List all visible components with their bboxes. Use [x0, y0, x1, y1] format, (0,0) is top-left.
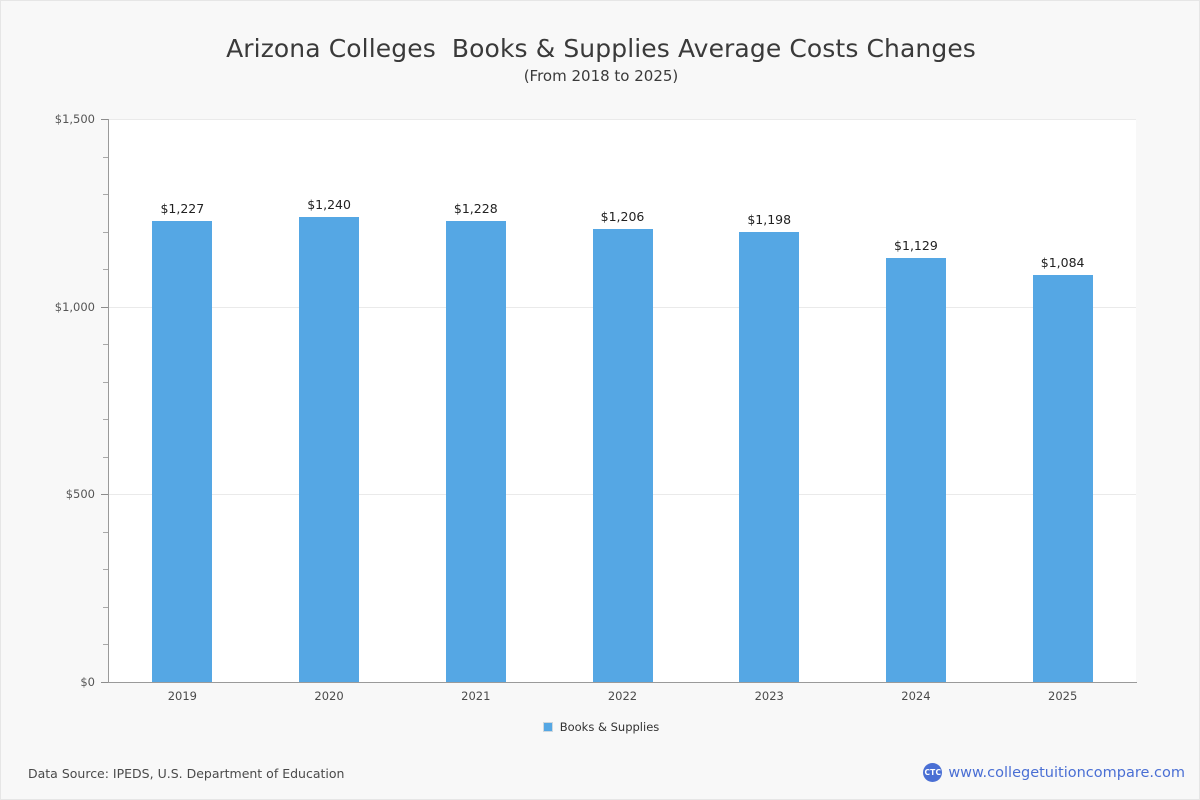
bar[interactable] — [592, 229, 653, 682]
y-axis-minor-tick — [103, 456, 108, 458]
x-axis-label: 2023 — [754, 689, 784, 703]
chart-legend: Books & Supplies — [1, 720, 1200, 734]
bar[interactable] — [739, 232, 800, 682]
bar[interactable] — [299, 216, 360, 682]
y-axis-label: $0 — [80, 675, 95, 689]
y-axis-line — [108, 119, 109, 683]
ctc-logo-icon: CTC — [923, 763, 943, 782]
y-axis-label: $500 — [65, 487, 95, 502]
x-axis-line — [108, 682, 1137, 683]
y-axis-minor-tick — [103, 419, 108, 421]
x-axis-label: 2025 — [1048, 689, 1078, 703]
bar-value-label: $1,084 — [1040, 255, 1085, 271]
legend-swatch-books-supplies — [542, 722, 553, 732]
x-axis-label: 2022 — [607, 689, 638, 703]
y-axis-minor-tick — [103, 156, 108, 158]
chart-title: Arizona Colleges Books & Supplies Averag… — [226, 34, 976, 63]
bar[interactable] — [445, 221, 506, 682]
site-attribution[interactable]: CTC www.collegetuitioncompare.com — [923, 763, 1185, 782]
bar[interactable] — [1032, 275, 1093, 682]
y-axis-label: $1,500 — [54, 112, 95, 126]
bar-value-label: $1,227 — [160, 201, 205, 217]
x-axis-label: 2020 — [314, 689, 344, 703]
y-axis-tick — [101, 494, 108, 496]
y-axis-tick — [101, 306, 108, 308]
bar-value-label: $1,240 — [307, 196, 351, 212]
chart-subtitle: (From 2018 to 2025) — [523, 67, 679, 85]
plot-area — [109, 119, 1136, 683]
y-axis-minor-tick — [103, 531, 108, 533]
x-axis-label: 2021 — [461, 689, 491, 703]
y-axis-tick — [101, 119, 108, 120]
bar-value-label: $1,228 — [453, 201, 498, 217]
bar[interactable] — [152, 221, 213, 682]
bar-value-label: $1,206 — [600, 209, 645, 225]
x-axis-label: 2019 — [167, 689, 197, 703]
y-axis-tick — [101, 682, 108, 683]
gridline — [109, 119, 1136, 120]
x-axis-label: 2024 — [901, 689, 931, 703]
y-axis-minor-tick — [103, 231, 108, 233]
data-source-note: Data Source: IPEDS, U.S. Department of E… — [28, 766, 345, 781]
y-axis-minor-tick — [103, 606, 108, 608]
y-axis-label: $1,000 — [54, 299, 95, 314]
y-axis-minor-tick — [103, 269, 108, 271]
y-axis-minor-tick — [103, 381, 108, 383]
site-url-link[interactable]: www.collegetuitioncompare.com — [948, 764, 1185, 781]
bar-value-label: $1,198 — [747, 212, 792, 228]
y-axis-minor-tick — [103, 569, 108, 571]
bar-value-label: $1,129 — [894, 238, 938, 254]
y-axis-minor-tick — [103, 194, 108, 196]
legend-label-books-supplies: Books & Supplies — [559, 720, 660, 734]
bar[interactable] — [885, 258, 946, 682]
y-axis-minor-tick — [103, 344, 108, 346]
y-axis-minor-tick — [103, 644, 108, 646]
